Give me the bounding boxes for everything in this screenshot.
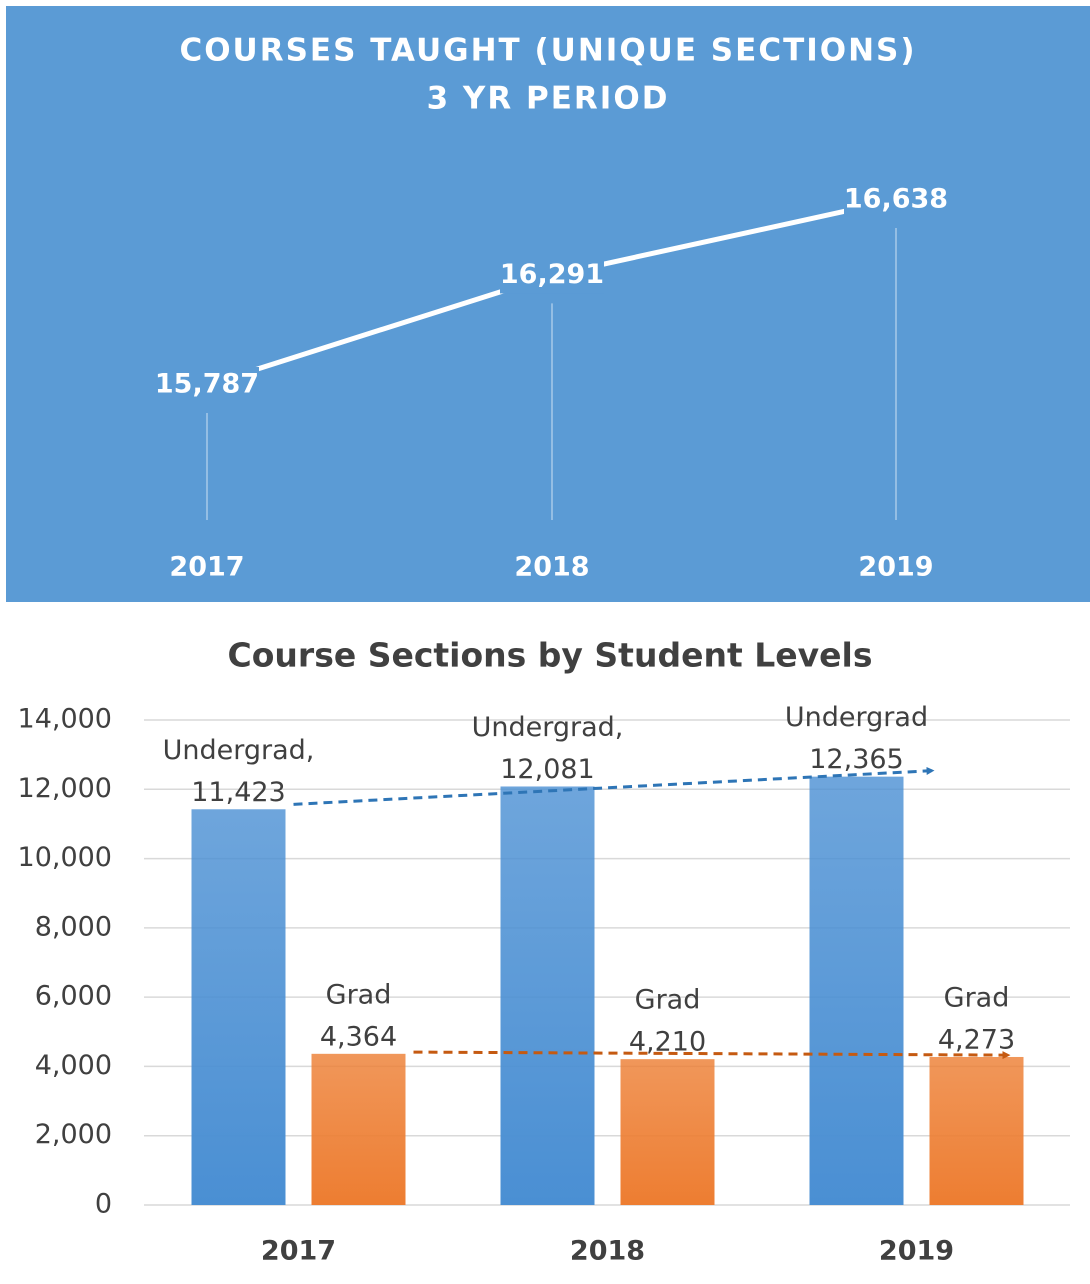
x-tick-label: 2017 (169, 552, 244, 583)
bar (500, 786, 595, 1205)
y-tick-label: 10,000 (18, 842, 112, 873)
data-label-name: Grad (326, 979, 392, 1010)
y-tick-label: 12,000 (18, 773, 112, 804)
y-tick-label: 4,000 (35, 1050, 112, 1081)
y-tick-label: 2,000 (35, 1119, 112, 1150)
top-panel (6, 6, 1090, 602)
data-label: 12,365 (809, 744, 903, 775)
x-tick-label: 2017 (261, 1236, 336, 1267)
data-label: 16,638 (844, 184, 948, 215)
data-label-name: Grad (944, 982, 1010, 1013)
data-label: 4,273 (938, 1024, 1015, 1055)
data-label-name: Undergrad, (472, 712, 624, 743)
chart-title: COURSES TAUGHT (UNIQUE SECTIONS) (179, 33, 916, 69)
data-label: 16,291 (500, 259, 604, 290)
label-mask (844, 182, 948, 218)
data-label-name: Grad (635, 985, 701, 1016)
y-tick-label: 6,000 (35, 981, 112, 1012)
chart-subtitle: 3 YR PERIOD (427, 81, 670, 117)
data-label: 15,787 (155, 369, 259, 400)
data-label: 4,364 (320, 1021, 397, 1052)
bar (620, 1059, 715, 1205)
y-tick-label: 0 (95, 1189, 112, 1220)
data-label: 12,081 (500, 754, 594, 785)
bar (191, 809, 286, 1205)
x-tick-label: 2019 (879, 1236, 954, 1267)
data-label-name: Undergrad (785, 702, 928, 733)
bar (929, 1056, 1024, 1205)
x-tick-label: 2018 (570, 1236, 645, 1267)
data-label: 11,423 (191, 777, 285, 808)
bar (311, 1053, 406, 1205)
x-tick-label: 2018 (514, 552, 589, 583)
y-tick-label: 14,000 (18, 704, 112, 735)
bar (809, 776, 904, 1205)
y-tick-label: 8,000 (35, 911, 112, 942)
label-mask (155, 367, 259, 403)
trend-line (293, 766, 935, 806)
x-tick-label: 2019 (858, 552, 933, 583)
data-label-name: Undergrad, (163, 735, 315, 766)
label-mask (500, 257, 604, 294)
chart-title: Course Sections by Student Levels (228, 636, 873, 675)
trend-line (413, 1050, 1011, 1060)
